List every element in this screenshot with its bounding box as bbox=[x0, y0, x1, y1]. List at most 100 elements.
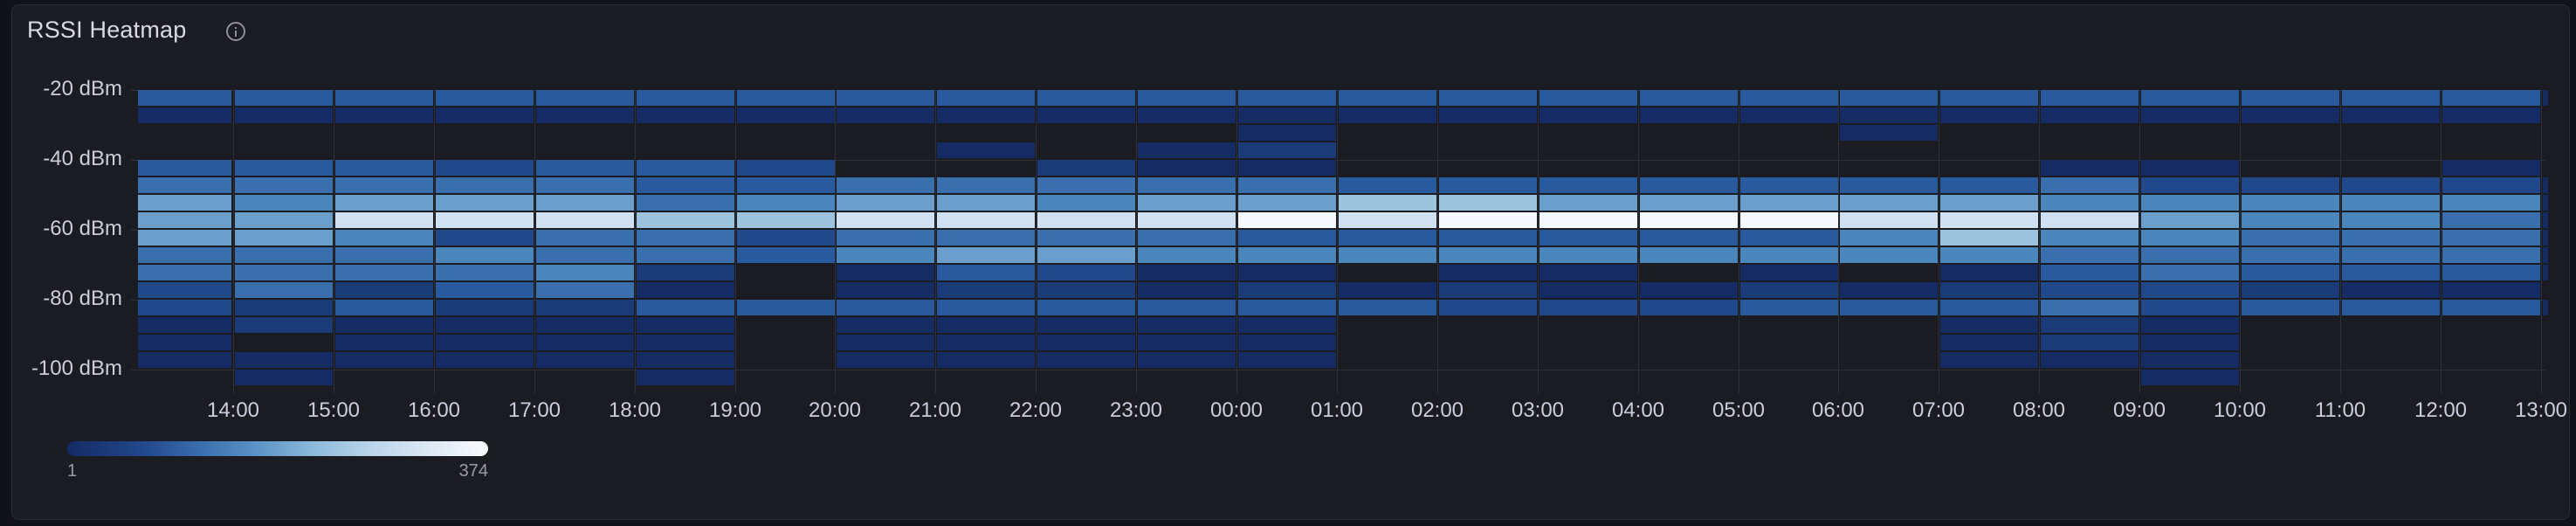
heatmap-cell[interactable] bbox=[2041, 195, 2139, 211]
heatmap-cell[interactable] bbox=[2442, 212, 2540, 228]
heatmap-cell[interactable] bbox=[2041, 352, 2139, 368]
heatmap-cell[interactable] bbox=[2141, 265, 2239, 280]
heatmap-cell[interactable] bbox=[1439, 247, 1537, 263]
heatmap-cell[interactable] bbox=[637, 317, 734, 333]
heatmap-cell[interactable] bbox=[837, 107, 934, 123]
heatmap-cell[interactable] bbox=[2543, 247, 2548, 263]
heatmap-cell[interactable] bbox=[1740, 195, 1838, 211]
heatmap-cell[interactable] bbox=[2141, 317, 2239, 333]
heatmap-cell[interactable] bbox=[1439, 177, 1537, 193]
heatmap-cell[interactable] bbox=[1840, 90, 1938, 106]
heatmap-cell[interactable] bbox=[1740, 177, 1838, 193]
heatmap-cell[interactable] bbox=[1840, 125, 1938, 141]
heatmap-cell[interactable] bbox=[1539, 212, 1637, 228]
heatmap-cell[interactable] bbox=[937, 300, 1035, 315]
heatmap-cell[interactable] bbox=[436, 335, 534, 350]
heatmap-cell[interactable] bbox=[937, 177, 1035, 193]
heatmap-cell[interactable] bbox=[637, 370, 734, 385]
heatmap-cell[interactable] bbox=[837, 230, 934, 246]
heatmap-cell[interactable] bbox=[1940, 247, 2038, 263]
heatmap-cell[interactable] bbox=[737, 300, 835, 315]
heatmap-cell[interactable] bbox=[737, 247, 835, 263]
heatmap-cell[interactable] bbox=[937, 212, 1035, 228]
heatmap-cell[interactable] bbox=[2141, 177, 2239, 193]
heatmap-cell[interactable] bbox=[1740, 107, 1838, 123]
heatmap-cell[interactable] bbox=[2442, 247, 2540, 263]
heatmap-cell[interactable] bbox=[436, 230, 534, 246]
heatmap-cell[interactable] bbox=[436, 265, 534, 280]
heatmap-cell[interactable] bbox=[1037, 265, 1135, 280]
heatmap-cell[interactable] bbox=[1339, 212, 1436, 228]
heatmap-cell[interactable] bbox=[1840, 107, 1938, 123]
heatmap-cell[interactable] bbox=[335, 90, 433, 106]
heatmap-cell[interactable] bbox=[138, 90, 231, 106]
heatmap-cell[interactable] bbox=[1037, 335, 1135, 350]
heatmap-cell[interactable] bbox=[637, 195, 734, 211]
heatmap-cell[interactable] bbox=[637, 160, 734, 176]
heatmap-cell[interactable] bbox=[737, 107, 835, 123]
heatmap-cell[interactable] bbox=[2442, 230, 2540, 246]
heatmap-cell[interactable] bbox=[235, 282, 333, 298]
heatmap-cell[interactable] bbox=[2141, 212, 2239, 228]
heatmap-cell[interactable] bbox=[637, 335, 734, 350]
heatmap-cell[interactable] bbox=[1138, 317, 1236, 333]
heatmap-cell[interactable] bbox=[737, 160, 835, 176]
heatmap-cell[interactable] bbox=[235, 160, 333, 176]
heatmap-cell[interactable] bbox=[1640, 177, 1738, 193]
heatmap-cell[interactable] bbox=[436, 177, 534, 193]
heatmap-cell[interactable] bbox=[2442, 300, 2540, 315]
heatmap-cell[interactable] bbox=[335, 247, 433, 263]
heatmap-cell[interactable] bbox=[138, 335, 231, 350]
heatmap-cell[interactable] bbox=[2342, 265, 2440, 280]
heatmap-cell[interactable] bbox=[937, 142, 1035, 158]
heatmap-cell[interactable] bbox=[1138, 90, 1236, 106]
heatmap-cell[interactable] bbox=[1339, 247, 1436, 263]
heatmap-cell[interactable] bbox=[1640, 212, 1738, 228]
heatmap-cell[interactable] bbox=[2041, 335, 2139, 350]
heatmap-cell[interactable] bbox=[1339, 230, 1436, 246]
heatmap-cell[interactable] bbox=[2342, 230, 2440, 246]
heatmap-cell[interactable] bbox=[2442, 265, 2540, 280]
heatmap-cell[interactable] bbox=[2141, 107, 2239, 123]
heatmap-cell[interactable] bbox=[2543, 212, 2548, 228]
heatmap-cell[interactable] bbox=[2543, 90, 2548, 106]
heatmap-cell[interactable] bbox=[637, 177, 734, 193]
heatmap-cell[interactable] bbox=[2141, 230, 2239, 246]
heatmap-cell[interactable] bbox=[335, 282, 433, 298]
heatmap-cell[interactable] bbox=[1840, 177, 1938, 193]
heatmap-cell[interactable] bbox=[2442, 195, 2540, 211]
heatmap-cell[interactable] bbox=[1138, 195, 1236, 211]
heatmap-cell[interactable] bbox=[1238, 107, 1336, 123]
heatmap-cell[interactable] bbox=[1640, 195, 1738, 211]
heatmap-cell[interactable] bbox=[637, 230, 734, 246]
heatmap-cell[interactable] bbox=[2543, 300, 2548, 315]
heatmap-cell[interactable] bbox=[1138, 352, 1236, 368]
heatmap-cell[interactable] bbox=[1339, 107, 1436, 123]
heatmap-cell[interactable] bbox=[1840, 300, 1938, 315]
heatmap-cell[interactable] bbox=[2342, 212, 2440, 228]
heatmap-cell[interactable] bbox=[737, 177, 835, 193]
heatmap-cell[interactable] bbox=[1138, 300, 1236, 315]
heatmap-cell[interactable] bbox=[436, 212, 534, 228]
heatmap-cell[interactable] bbox=[1037, 212, 1135, 228]
heatmap-cell[interactable] bbox=[637, 90, 734, 106]
heatmap-cell[interactable] bbox=[2141, 352, 2239, 368]
heatmap-cell[interactable] bbox=[937, 265, 1035, 280]
heatmap-cell[interactable] bbox=[1037, 282, 1135, 298]
heatmap-cell[interactable] bbox=[1740, 247, 1838, 263]
heatmap-cell[interactable] bbox=[2141, 195, 2239, 211]
heatmap-cell[interactable] bbox=[436, 195, 534, 211]
heatmap-cell[interactable] bbox=[138, 300, 231, 315]
heatmap-cell[interactable] bbox=[1238, 282, 1336, 298]
heatmap-cell[interactable] bbox=[1238, 142, 1336, 158]
heatmap-cell[interactable] bbox=[2141, 300, 2239, 315]
heatmap-cell[interactable] bbox=[837, 265, 934, 280]
heatmap-cell[interactable] bbox=[1037, 195, 1135, 211]
heatmap-cell[interactable] bbox=[335, 212, 433, 228]
heatmap-cell[interactable] bbox=[235, 177, 333, 193]
heatmap-cell[interactable] bbox=[837, 335, 934, 350]
heatmap-cell[interactable] bbox=[937, 247, 1035, 263]
heatmap-cell[interactable] bbox=[937, 282, 1035, 298]
heatmap-cell[interactable] bbox=[335, 195, 433, 211]
heatmap-cell[interactable] bbox=[1840, 282, 1938, 298]
